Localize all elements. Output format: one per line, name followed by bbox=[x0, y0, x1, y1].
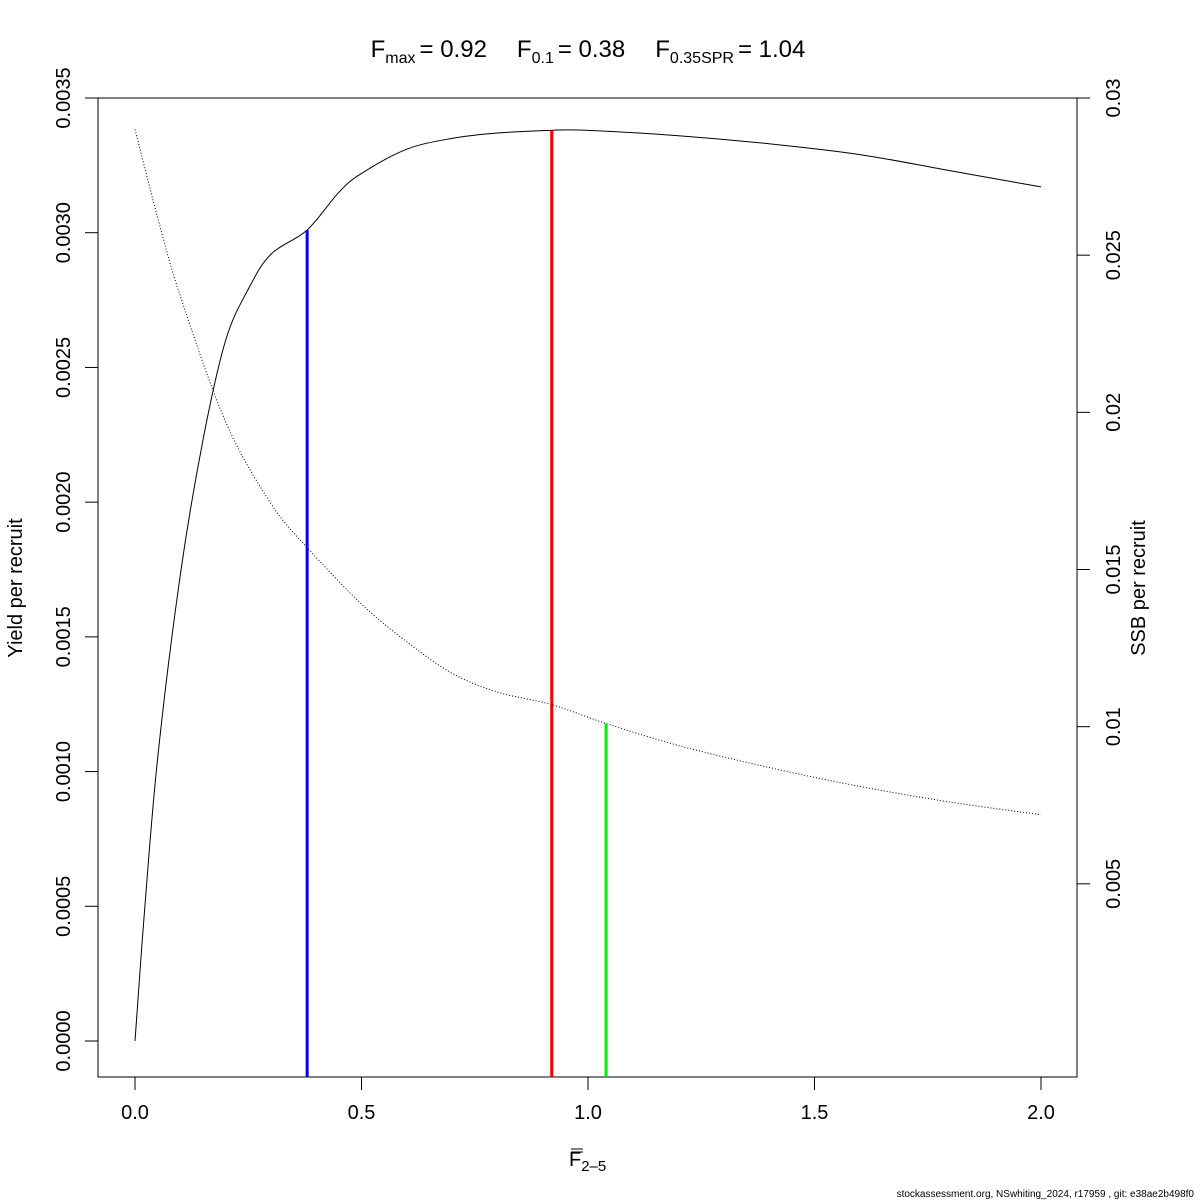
yield-per-recruit-curve bbox=[134, 129, 1042, 1042]
y-left-tick-label: 0.0020 bbox=[53, 472, 75, 533]
x-tick-label: 0.5 bbox=[348, 1102, 376, 1124]
title-f01-sub: 0.1 bbox=[532, 50, 554, 67]
x-axis-title-base: F bbox=[569, 1149, 581, 1171]
title-f01-base: F bbox=[517, 36, 532, 63]
y-left-axis: 0.0000 0.0005 0.0010 0.0015 0.0020 0.0025 0.00… bbox=[53, 67, 99, 1072]
title-fmax-value: = 0.92 bbox=[420, 36, 487, 63]
title-fmax-base: F bbox=[371, 36, 386, 63]
title-fspr-value: = 1.04 bbox=[738, 36, 805, 63]
y-right-tick-label: 0.01 bbox=[1103, 707, 1125, 746]
y-left-tick-label: 0.0025 bbox=[53, 337, 75, 398]
y-left-tick-label: 0.0030 bbox=[53, 202, 75, 263]
x-axis-title-text: F2–5 bbox=[569, 1149, 606, 1175]
x-axis: 0.0 0.5 1.0 1.5 2.0 bbox=[121, 1076, 1055, 1124]
y-right-tick-label: 0.02 bbox=[1103, 393, 1125, 432]
x-tick-label: 1.0 bbox=[574, 1102, 602, 1124]
y-right-tick-label: 0.015 bbox=[1103, 544, 1125, 594]
y-left-tick-label: 0.0010 bbox=[53, 741, 75, 802]
y-left-tick-label: 0.0035 bbox=[53, 67, 75, 128]
reference-lines bbox=[305, 130, 608, 1077]
y-left-tick-label: 0.0005 bbox=[53, 876, 75, 937]
y-left-tick-label: 0.0000 bbox=[53, 1010, 75, 1071]
x-tick-label: 1.5 bbox=[801, 1102, 829, 1124]
y-left-axis-title: Yield per recruit bbox=[5, 518, 27, 658]
title-fmax-sub: max bbox=[385, 50, 415, 67]
y-right-tick-label: 0.03 bbox=[1103, 79, 1125, 118]
series-layer bbox=[134, 129, 1042, 1042]
title-f01-value: = 0.38 bbox=[558, 36, 625, 63]
y-right-tick-label: 0.005 bbox=[1103, 859, 1125, 909]
x-tick-label: 0.0 bbox=[121, 1102, 149, 1124]
y-right-axis-title: SSB per recruit bbox=[1128, 520, 1150, 656]
title-fspr-sub: 0.35SPR bbox=[670, 50, 734, 67]
x-axis-title-sub: 2–5 bbox=[581, 1158, 606, 1175]
title-fspr-base: F bbox=[655, 36, 670, 63]
y-left-tick-label: 0.0015 bbox=[53, 606, 75, 667]
x-axis-title: F2–5 bbox=[569, 1148, 606, 1175]
footer-credit: stockassessment.org, NSwhiting_2024, r17… bbox=[897, 1189, 1195, 1200]
chart-title: Fmax = 0.92 F0.1 = 0.38 F0.35SPR = 1.04 bbox=[371, 36, 806, 67]
y-right-tick-label: 0.025 bbox=[1103, 230, 1125, 280]
x-tick-label: 2.0 bbox=[1027, 1102, 1055, 1124]
y-right-axis: 0.005 0.01 0.015 0.02 0.025 0.03 bbox=[1076, 79, 1125, 909]
